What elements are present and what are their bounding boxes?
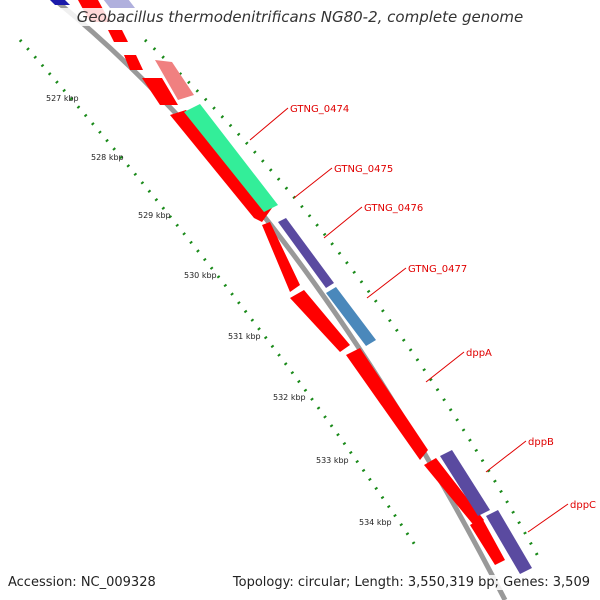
cds-5 (170, 110, 272, 222)
gene-label[interactable]: GTNG_0476 (364, 203, 423, 214)
gene-dppB-feature (440, 450, 490, 516)
feature-blue-top (50, 0, 70, 5)
cds-8 (346, 348, 428, 460)
gene-GTNG_0475-feature (278, 218, 334, 288)
kbp-label: 533 kbp (316, 456, 349, 465)
gene-labels: GTNG_0474 GTNG_0475 GTNG_0476 GTNG_0477 dppA… (249, 104, 596, 533)
gene-label[interactable]: dppA (466, 348, 492, 359)
genome-title: Geobacillus thermodenitrificans NG80-2, … (0, 8, 600, 26)
cds-2 (108, 30, 128, 42)
gene-leader-line (425, 351, 465, 383)
kbp-label: 530 kbp (184, 271, 217, 280)
kbp-label: 532 kbp (273, 393, 306, 402)
gene-label[interactable]: dppB (528, 437, 554, 448)
gene-label[interactable]: GTNG_0477 (408, 264, 467, 275)
gene-leader-line (485, 440, 527, 473)
kbp-label: 528 kbp (91, 153, 124, 162)
gene-GTNG_0474-feature (184, 104, 278, 212)
gene-dppC-feature (486, 510, 532, 574)
feature-lavender-top (103, 0, 135, 8)
kbp-label: 527 kbp (46, 94, 79, 103)
gene-leader-line (366, 267, 407, 299)
gene-GTNG_0476-feature (326, 287, 376, 346)
kbp-labels: 527 kbp 528 kbp 529 kbp 530 kbp 531 kbp 532 k… (46, 94, 392, 527)
gene-leader-line (293, 167, 333, 199)
kbp-label: 529 kbp (138, 211, 171, 220)
cds-4 (142, 78, 178, 105)
accession-text: Accession: NC_009328 (8, 575, 156, 590)
cds-10 (470, 518, 505, 565)
genome-backbone (53, 0, 508, 600)
gene-label[interactable]: dppC (570, 500, 596, 511)
gene-label[interactable]: GTNG_0474 (290, 104, 349, 115)
genome-summary-text: Topology: circular; Length: 3,550,319 bp… (232, 575, 590, 590)
cds-7 (290, 290, 350, 352)
tick-ring-inner (18, 39, 417, 546)
cds-9 (424, 458, 484, 528)
kbp-label: 531 kbp (228, 332, 261, 341)
cds-3 (124, 55, 143, 70)
gene-label[interactable]: GTNG_0475 (334, 164, 393, 175)
gene-leader-line (323, 206, 363, 239)
cds-pink (155, 60, 194, 100)
gene-leader-line (249, 107, 289, 141)
cds-6 (262, 222, 300, 292)
kbp-label: 534 kbp (359, 518, 392, 527)
gene-leader-line (527, 503, 569, 533)
